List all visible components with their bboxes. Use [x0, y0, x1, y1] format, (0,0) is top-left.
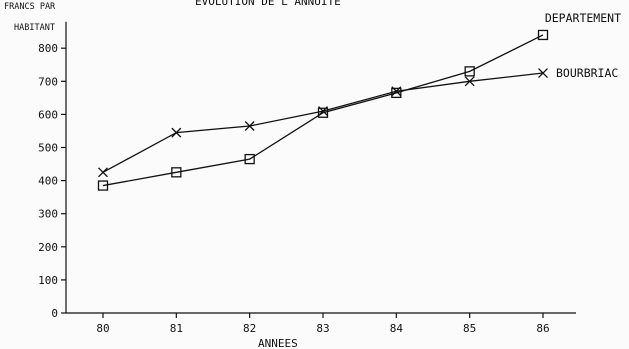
data-point-departement — [464, 66, 475, 77]
series-layer: DEPARTEMENT BOURBRIAC — [97, 11, 621, 191]
data-point-bourbriac — [391, 86, 402, 97]
x-tick-label: 85 — [463, 322, 476, 335]
x-tick-label: 81 — [170, 322, 183, 335]
data-point-departement — [97, 180, 109, 191]
y-axis-label-line-1: FRANCS PAR — [4, 2, 56, 12]
y-axis-label-line-2: HABITANT — [14, 23, 55, 33]
series-line-departement — [102, 34, 544, 187]
x-tick-label: 82 — [243, 322, 256, 335]
x-tick-label: 84 — [390, 322, 404, 335]
data-point-departement — [171, 167, 182, 178]
x-tick-label: 80 — [96, 322, 109, 335]
data-point-departement — [244, 153, 255, 165]
data-point-bourbriac — [171, 127, 182, 138]
y-tick-label: 300 — [38, 208, 58, 221]
data-point-departement — [317, 107, 329, 118]
axes: 0 100 200 300 400 500 600 700 800 80 81 82 83 84 85 86 — [38, 21, 576, 335]
y-tick-label: 100 — [38, 274, 58, 287]
data-point-bourbriac — [244, 121, 255, 131]
y-tick-label: 600 — [38, 108, 58, 121]
chart-title: EVOLUTION DE L'ANNUITE — [195, 0, 341, 8]
y-tick-label: 200 — [38, 241, 58, 254]
series-label-departement: DEPARTEMENT — [545, 11, 621, 25]
x-tick-label: 83 — [316, 322, 329, 335]
y-tick-label: 0 — [51, 307, 58, 320]
series-label-bourbriac: BOURBRIAC — [556, 66, 618, 80]
series-line-bourbriac — [102, 72, 544, 173]
data-point-bourbriac — [538, 68, 548, 78]
data-point-bourbriac — [318, 106, 328, 117]
y-tick-label: 400 — [38, 175, 58, 188]
y-tick-label: 700 — [38, 75, 58, 88]
y-tick-label: 500 — [38, 142, 58, 155]
x-axis-label: ANNEES — [258, 337, 298, 349]
x-tick-label: 86 — [536, 322, 549, 335]
data-point-bourbriac — [98, 167, 108, 178]
data-point-departement — [537, 29, 549, 41]
y-tick-label: 800 — [38, 42, 58, 55]
data-point-bourbriac — [464, 76, 475, 87]
